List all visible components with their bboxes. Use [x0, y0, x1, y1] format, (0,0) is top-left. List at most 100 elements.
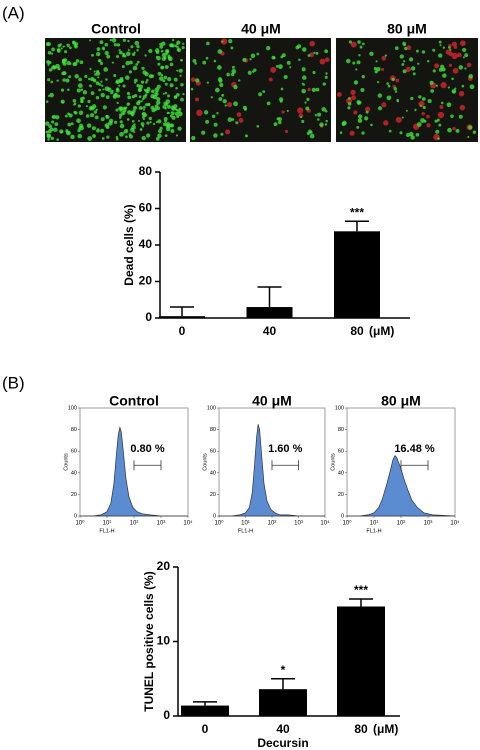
x-tick-label: 10²	[397, 521, 406, 527]
y-tick-label: 80	[338, 427, 344, 433]
live-cell	[127, 39, 130, 43]
dead-cell	[421, 112, 425, 116]
live-cell	[461, 84, 465, 88]
live-cell	[217, 49, 223, 54]
live-cell	[393, 87, 397, 91]
live-cell	[70, 122, 74, 126]
live-cell	[346, 58, 351, 64]
live-cell	[94, 115, 99, 120]
live-cell	[364, 116, 369, 121]
live-cell	[119, 109, 122, 112]
y-tick-label: 20	[338, 492, 344, 498]
live-cell	[119, 123, 125, 129]
dead-cell	[383, 120, 389, 126]
live-cell	[231, 69, 237, 74]
x-unit: (μM)	[369, 324, 394, 338]
dead-cell	[324, 57, 330, 63]
live-cell	[59, 129, 64, 134]
live-cell	[174, 44, 178, 48]
live-cell	[142, 94, 147, 99]
bar	[259, 689, 307, 716]
live-cell	[66, 43, 70, 47]
live-cell	[174, 111, 179, 116]
live-cell	[462, 47, 467, 53]
live-cell	[161, 56, 166, 62]
dead-cell	[350, 41, 357, 48]
live-cell	[118, 49, 121, 52]
live-cell	[174, 107, 177, 111]
live-cell	[136, 60, 140, 64]
live-cell	[125, 51, 131, 57]
live-cell	[67, 122, 72, 127]
live-cell	[403, 60, 406, 63]
live-cell	[100, 128, 105, 133]
live-cell	[195, 78, 200, 83]
gate-label: 1.60 %	[268, 443, 302, 455]
live-cell	[147, 102, 151, 106]
x-tick-label: 10³	[424, 521, 433, 527]
live-cell	[468, 125, 473, 130]
live-cell	[119, 131, 124, 137]
live-cell	[175, 134, 179, 137]
live-cell	[416, 122, 422, 127]
live-cell	[87, 77, 91, 81]
live-cell	[144, 89, 149, 93]
live-cell	[88, 105, 94, 111]
live-cell	[242, 57, 247, 62]
live-cell	[162, 92, 165, 95]
y-tick-label: 100	[335, 405, 344, 411]
live-cell	[150, 89, 155, 94]
live-cell	[432, 48, 436, 52]
gate-marker	[271, 460, 299, 471]
x-tick-label: 10⁰	[75, 520, 85, 527]
live-cell	[135, 63, 139, 66]
live-cell	[217, 65, 222, 70]
dead-cell	[453, 45, 458, 50]
live-cell	[249, 58, 252, 61]
live-cell	[222, 99, 227, 104]
live-cell	[442, 46, 445, 49]
live-cell	[60, 88, 65, 92]
live-cell	[122, 54, 126, 58]
live-cell	[362, 42, 365, 46]
live-cell	[125, 75, 130, 80]
live-cell	[357, 40, 361, 44]
live-cell	[213, 59, 217, 63]
live-cell	[242, 105, 247, 110]
live-cell	[77, 104, 81, 108]
x-tick-label: 80	[354, 722, 368, 736]
live-cell	[256, 52, 260, 56]
live-cell	[300, 115, 303, 118]
dead-cell	[297, 107, 304, 114]
live-cell	[403, 43, 406, 47]
live-cell	[105, 114, 108, 118]
live-cell	[157, 133, 162, 139]
live-cell	[408, 131, 414, 137]
live-cell	[356, 125, 360, 129]
live-cell	[66, 60, 71, 66]
live-cell	[429, 80, 434, 85]
live-cell	[64, 114, 68, 118]
live-cell	[410, 96, 414, 101]
live-cell	[375, 60, 378, 63]
live-cell	[455, 128, 460, 133]
live-cell	[51, 47, 55, 52]
live-cell	[98, 83, 102, 87]
live-cell	[101, 84, 104, 87]
live-cell	[51, 120, 55, 124]
dead-cell	[405, 66, 412, 73]
live-cell	[56, 79, 59, 82]
live-cell	[322, 82, 326, 86]
live-cell	[68, 46, 72, 50]
live-cell	[211, 114, 216, 119]
live-cell	[438, 40, 442, 44]
live-cell	[78, 110, 84, 116]
gate-marker	[400, 460, 429, 471]
y-tick-label: 0	[163, 708, 170, 722]
live-cell	[317, 112, 322, 117]
live-cell	[286, 60, 291, 65]
x-unit: (μM)	[373, 722, 398, 736]
live-cell	[133, 131, 136, 134]
live-cell	[77, 133, 83, 139]
